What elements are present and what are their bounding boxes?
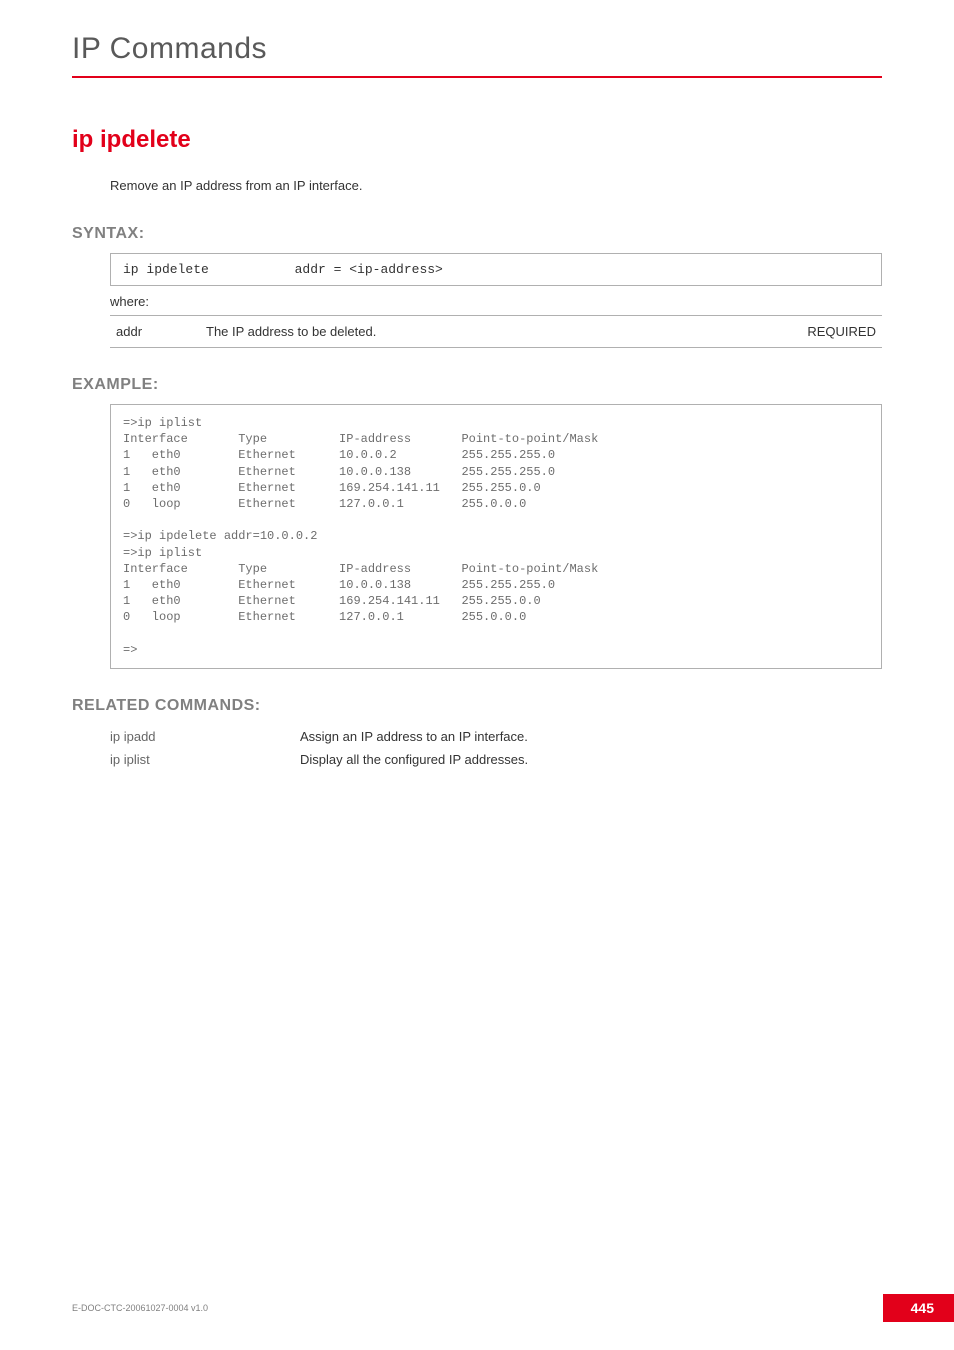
syntax-box: ip ipdelete addr = <ip-address> [110,253,882,286]
page-header: IP Commands [0,0,954,66]
param-req: REQUIRED [772,316,882,348]
related-row: ip iplist Display all the configured IP … [110,748,528,771]
related-desc: Assign an IP address to an IP interface. [300,725,528,748]
example-heading: EXAMPLE: [72,376,882,394]
related-desc: Display all the configured IP addresses. [300,748,528,771]
syntax-heading: SYNTAX: [72,225,882,243]
param-row: addr The IP address to be deleted. REQUI… [110,316,882,348]
command-description: Remove an IP address from an IP interfac… [110,178,882,193]
doc-title: IP Commands [72,32,882,66]
related-table: ip ipadd Assign an IP address to an IP i… [110,725,528,771]
related-heading: RELATED COMMANDS: [72,697,882,715]
page-number-badge: 445 [883,1294,954,1322]
related-row: ip ipadd Assign an IP address to an IP i… [110,725,528,748]
content-area: ip ipdelete Remove an IP address from an… [0,126,954,771]
param-name: addr [110,316,200,348]
command-title: ip ipdelete [72,126,882,154]
example-box: =>ip iplist Interface Type IP-address Po… [110,404,882,669]
related-cmd: ip iplist [110,748,300,771]
where-label: where: [110,294,882,309]
related-cmd: ip ipadd [110,725,300,748]
footer-doc-id: E-DOC-CTC-20061027-0004 v1.0 [72,1303,883,1313]
param-desc: The IP address to be deleted. [200,316,772,348]
header-rule [72,76,882,78]
rule-container [0,66,954,78]
page-footer: E-DOC-CTC-20061027-0004 v1.0 445 [72,1294,954,1322]
param-table: addr The IP address to be deleted. REQUI… [110,315,882,348]
